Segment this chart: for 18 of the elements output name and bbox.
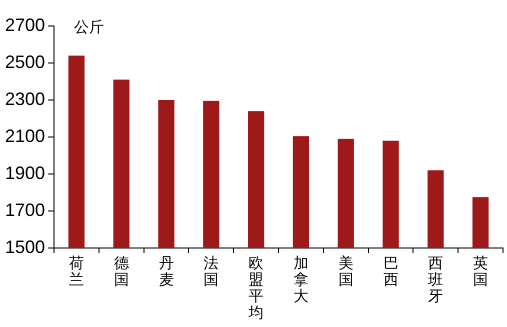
y-tick-label: 1700 xyxy=(4,200,46,220)
y-tick-label: 2700 xyxy=(4,14,46,35)
x-tick-label: 英国 xyxy=(473,254,488,289)
x-tick-label: 法国 xyxy=(204,254,219,289)
x-tick-label: 丹麦 xyxy=(158,254,174,289)
y-tick-label: 2300 xyxy=(4,88,46,109)
x-tick-label: 巴西 xyxy=(383,254,398,289)
y-tick-label: 1900 xyxy=(4,162,46,183)
x-tick-label: 欧盟平均 xyxy=(248,254,264,322)
y-tick-label: 1500 xyxy=(4,236,46,257)
x-tick-label: 美国 xyxy=(338,254,354,289)
x-tick-label: 荷兰 xyxy=(68,254,84,289)
y-axis-title: 公斤 xyxy=(74,18,104,36)
x-tick-label: 德国 xyxy=(114,254,129,289)
x-tick-label: 加拿大 xyxy=(293,254,308,306)
y-tick-label: 2500 xyxy=(4,52,46,72)
x-tick-label: 西班牙 xyxy=(428,254,444,306)
y-tick-label: 2100 xyxy=(4,126,46,146)
